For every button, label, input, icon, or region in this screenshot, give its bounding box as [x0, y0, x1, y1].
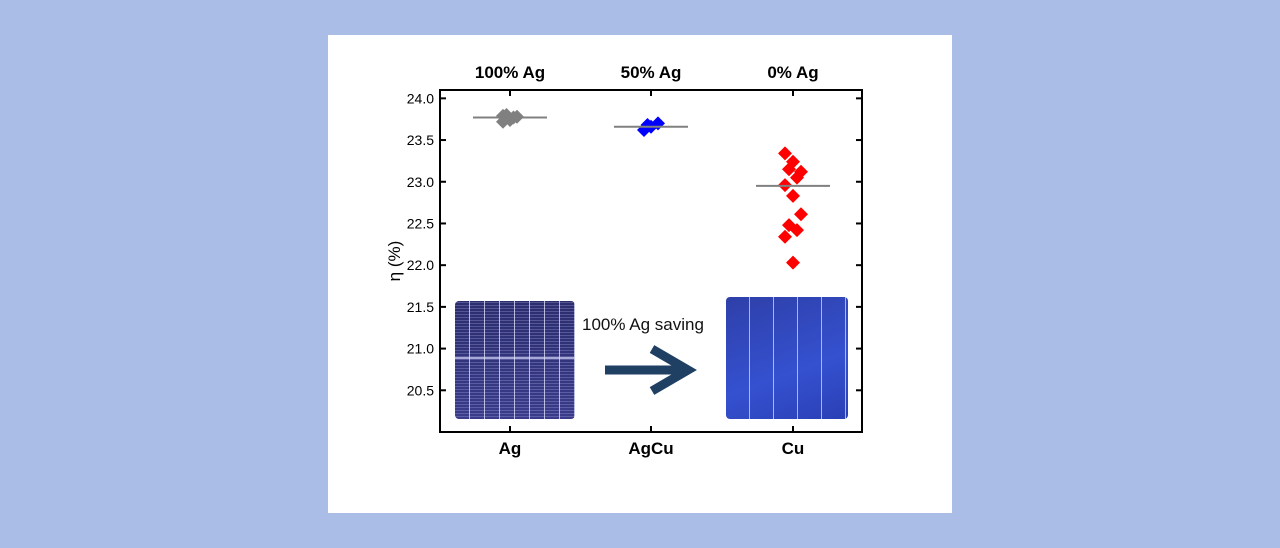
cu-solar-cell-image — [726, 297, 848, 419]
y-tick-label: 22.5 — [407, 215, 434, 231]
top-label: 50% Ag — [621, 63, 682, 82]
data-point-cu — [794, 207, 808, 222]
x-tick-label: AgCu — [628, 439, 673, 458]
data-point-cu — [790, 170, 804, 185]
y-tick-label: 20.5 — [407, 382, 434, 398]
y-tick-label: 21.0 — [407, 341, 434, 357]
arrow-icon — [649, 345, 697, 395]
y-axis-label: η (%) — [385, 241, 404, 282]
annotation-ag-saving: 100% Ag saving — [582, 315, 704, 334]
data-point-cu — [782, 162, 796, 177]
data-point-cu — [778, 146, 792, 161]
data-point-cu — [786, 255, 800, 270]
data-point-agcu — [637, 123, 651, 138]
data-point-agcu — [640, 118, 655, 133]
y-tick-label: 22.0 — [407, 257, 434, 273]
ag-solar-cell-image — [455, 301, 575, 419]
top-label: 0% Ag — [767, 63, 818, 82]
y-tick-label: 24.0 — [407, 90, 434, 106]
figure-card — [328, 35, 952, 513]
y-tick-label: 23.5 — [407, 132, 434, 148]
y-tick-label: 21.5 — [407, 299, 434, 315]
data-point-cu — [786, 188, 800, 203]
data-point-cu — [790, 223, 804, 238]
x-tick-label: Ag — [499, 439, 522, 458]
x-tick-label: Cu — [782, 439, 805, 458]
top-label: 100% Ag — [475, 63, 545, 82]
data-point-agcu — [651, 116, 665, 131]
y-tick-label: 23.0 — [407, 174, 434, 190]
data-point-cu — [778, 229, 792, 244]
